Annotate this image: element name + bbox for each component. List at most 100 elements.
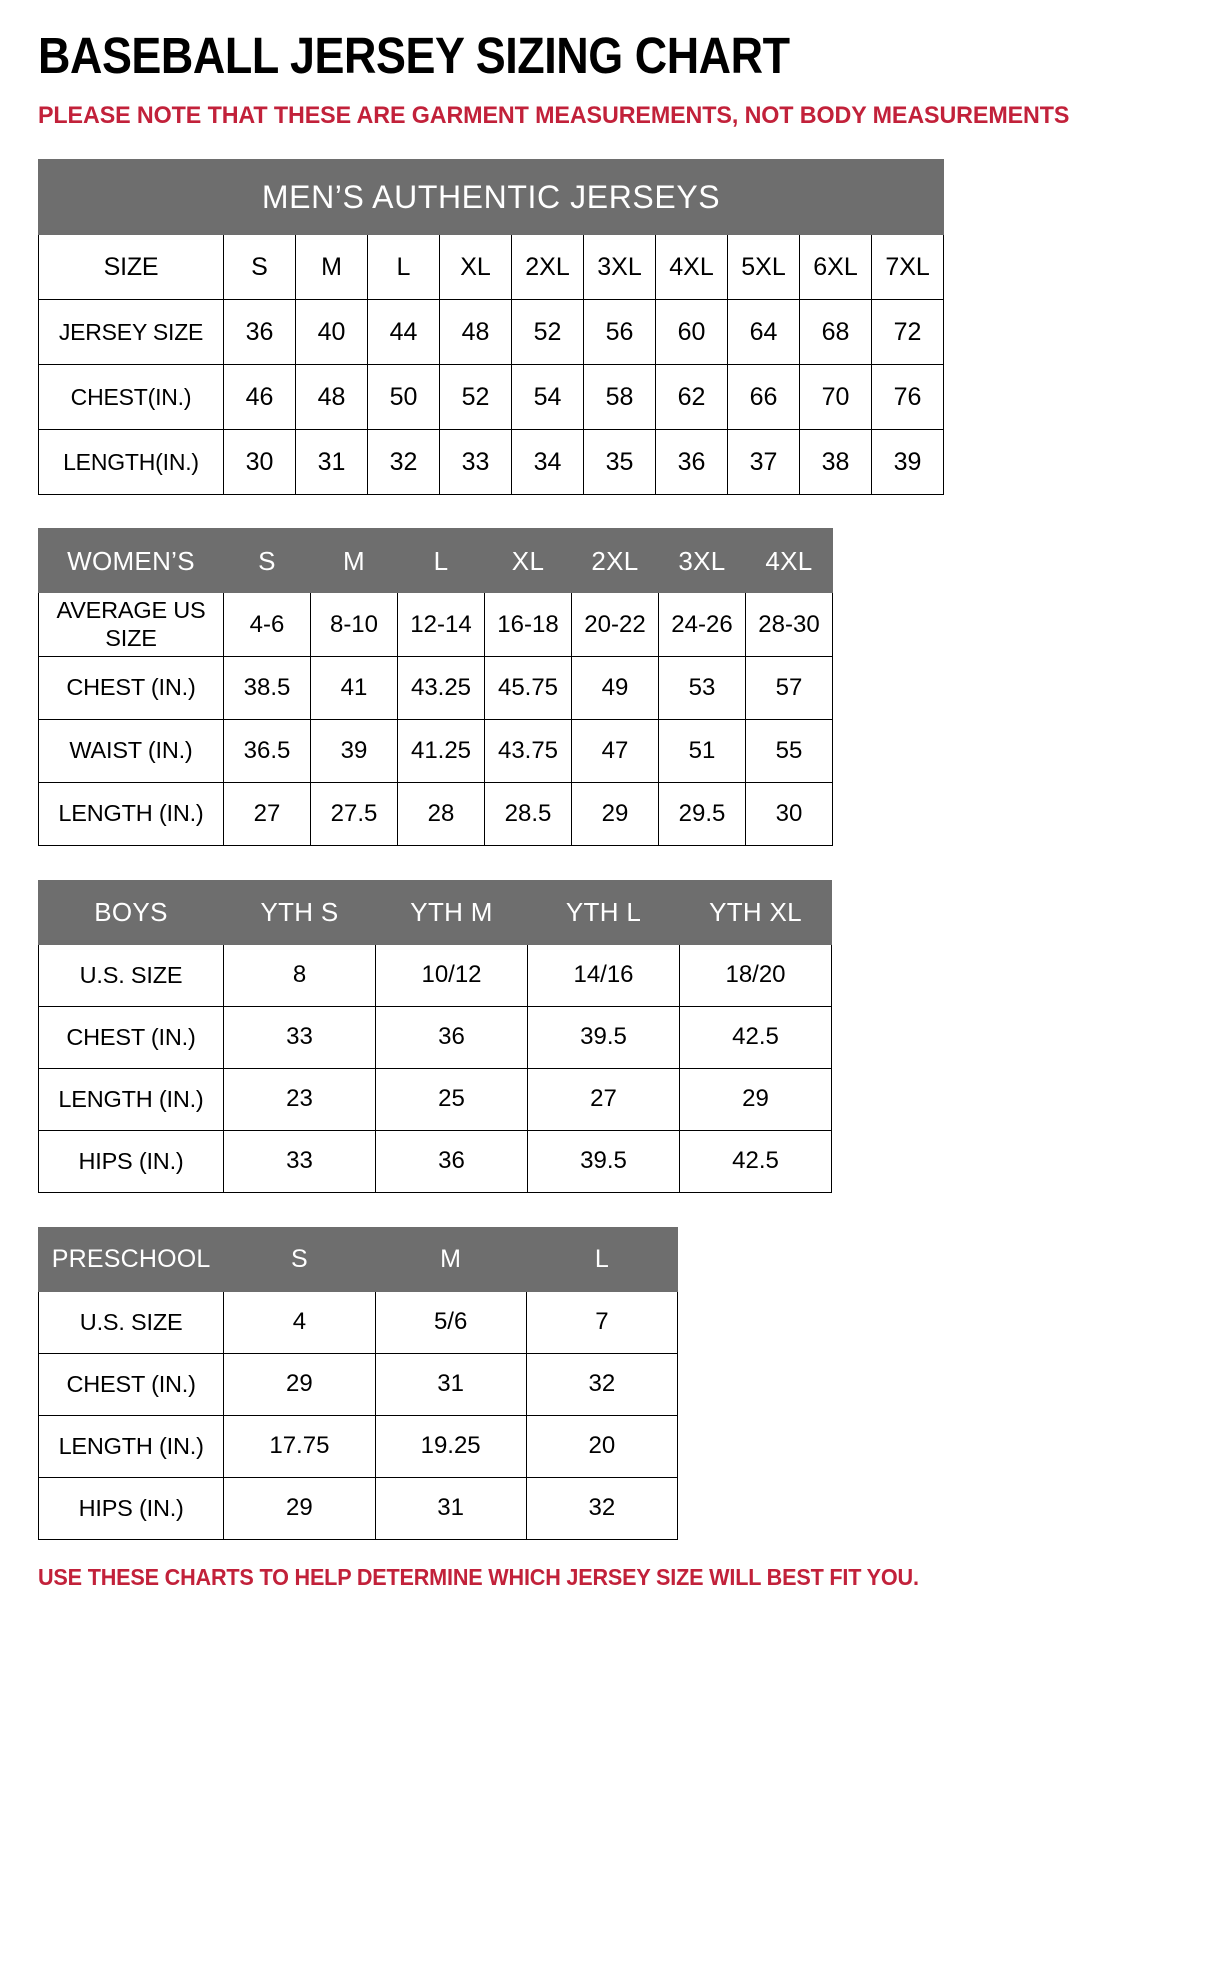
- womens-cell-value: 29: [571, 781, 659, 846]
- page-title: BASEBALL JERSEY SIZING CHART: [38, 27, 790, 84]
- table-row: CHEST (IN.) 33 36 39.5 42.5: [38, 1005, 832, 1069]
- mens-cell-value: 52: [439, 364, 512, 431]
- boys-cell-value: 39.5: [527, 1129, 680, 1193]
- mens-cell-value: 38: [799, 429, 872, 496]
- mens-cell-value: 36: [655, 429, 728, 496]
- womens-cell-value: 27.5: [310, 781, 398, 846]
- mens-column-header: 3XL: [583, 234, 656, 301]
- mens-table-section: MEN’S AUTHENTIC JERSEYS SIZE S M L XL 2XL 3XL 4X…: [37, 159, 1182, 496]
- mens-column-header: 6XL: [799, 234, 872, 301]
- preschool-cell-value: 4: [223, 1290, 376, 1354]
- womens-column-header: 3XL: [658, 528, 746, 594]
- preschool-column-header: L: [525, 1226, 679, 1292]
- mens-corner-label: SIZE: [38, 234, 224, 301]
- table-row: HIPS (IN.) 29 31 32: [37, 1476, 679, 1540]
- mens-cell-value: 72: [870, 299, 945, 366]
- womens-cell-value: 24-26: [658, 592, 746, 657]
- womens-cell-value: 28-30: [745, 592, 833, 657]
- table-row: U.S. SIZE 4 5/6 7: [37, 1290, 679, 1354]
- womens-header-row: WOMEN’S S M L XL 2XL 3XL 4XL: [38, 528, 833, 594]
- preschool-row-label: U.S. SIZE: [37, 1290, 225, 1354]
- mens-cell-value: 46: [223, 364, 296, 431]
- mens-cell-value: 50: [367, 364, 440, 431]
- boys-cell-value: 10/12: [375, 943, 528, 1007]
- mens-cell-value: 39: [870, 429, 945, 496]
- preschool-row-label: LENGTH (IN.): [37, 1414, 225, 1478]
- womens-cell-value: 47: [571, 718, 659, 783]
- mens-cell-value: 37: [727, 429, 800, 496]
- table-row: WAIST (IN.) 36.5 39 41.25 43.75 47 51 55: [38, 718, 833, 783]
- womens-row-label: WAIST (IN.): [38, 718, 224, 783]
- mens-cell-value: 48: [295, 364, 368, 431]
- mens-column-header: 5XL: [727, 234, 800, 301]
- womens-column-header: 2XL: [571, 528, 659, 594]
- table-row: CHEST(IN.) 46 48 50 52 54 58 62 66 70 76: [38, 364, 945, 431]
- preschool-row-label: HIPS (IN.): [37, 1476, 225, 1540]
- womens-table-section: WOMEN’S S M L XL 2XL 3XL 4XL AVERAGE US SIZE 4-6 8…: [38, 528, 1182, 846]
- womens-cell-value: 57: [745, 655, 833, 720]
- preschool-header-row: PRESCHOOL S M L: [37, 1226, 679, 1292]
- boys-table-section: BOYS YTH S YTH M YTH L YTH XL U.S. SIZE 8 10/12…: [38, 879, 1182, 1193]
- footer-note: USE THESE CHARTS TO HELP DETERMINE WHICH…: [38, 1563, 919, 1590]
- womens-column-header: 4XL: [745, 528, 833, 594]
- boys-cell-value: 36: [375, 1005, 528, 1069]
- table-row: CHEST (IN.) 38.5 41 43.25 45.75 49 53 57: [38, 655, 833, 720]
- boys-cell-value: 33: [223, 1129, 376, 1193]
- mens-row-label: LENGTH(IN.): [38, 429, 224, 496]
- womens-cell-value: 8-10: [310, 592, 398, 657]
- boys-corner-label: BOYS: [38, 879, 224, 945]
- boys-cell-value: 23: [223, 1067, 376, 1131]
- mens-cell-value: 36: [223, 299, 296, 366]
- womens-cell-value: 55: [745, 718, 833, 783]
- womens-cell-value: 28: [397, 781, 485, 846]
- womens-cell-value: 12-14: [397, 592, 485, 657]
- boys-cell-value: 42.5: [679, 1005, 832, 1069]
- preschool-cell-value: 29: [223, 1476, 376, 1540]
- mens-column-header: XL: [439, 234, 512, 301]
- mens-cell-value: 30: [223, 429, 296, 496]
- mens-column-header: S: [223, 234, 296, 301]
- womens-cell-value: 49: [571, 655, 659, 720]
- womens-row-label: CHEST (IN.): [38, 655, 224, 720]
- mens-banner-title: MEN’S AUTHENTIC JERSEYS: [37, 159, 945, 236]
- womens-cell-value: 51: [658, 718, 746, 783]
- womens-cell-value: 39: [310, 718, 398, 783]
- preschool-cell-value: 29: [223, 1352, 376, 1416]
- womens-row-label: AVERAGE US SIZE: [38, 592, 224, 657]
- preschool-cell-value: 32: [525, 1352, 679, 1416]
- mens-cell-value: 68: [799, 299, 872, 366]
- mens-cell-value: 64: [727, 299, 800, 366]
- mens-banner-row: MEN’S AUTHENTIC JERSEYS: [37, 159, 945, 236]
- mens-cell-value: 33: [439, 429, 512, 496]
- preschool-cell-value: 19.25: [374, 1414, 527, 1478]
- boys-cell-value: 36: [375, 1129, 528, 1193]
- mens-cell-value: 60: [655, 299, 728, 366]
- table-row: LENGTH (IN.) 17.75 19.25 20: [37, 1414, 679, 1478]
- womens-cell-value: 29.5: [658, 781, 746, 846]
- mens-row-label: CHEST(IN.): [38, 364, 224, 431]
- table-row: AVERAGE US SIZE 4-6 8-10 12-14 16-18 20-22 24-…: [38, 592, 833, 657]
- womens-cell-value: 43.25: [397, 655, 485, 720]
- boys-sizing-table: BOYS YTH S YTH M YTH L YTH XL U.S. SIZE 8 10/12…: [38, 879, 832, 1193]
- womens-cell-value: 38.5: [223, 655, 311, 720]
- boys-cell-value: 18/20: [679, 943, 832, 1007]
- womens-corner-label: WOMEN’S: [38, 528, 224, 594]
- table-row: LENGTH(IN.) 30 31 32 33 34 35 36 37 38 39: [38, 429, 945, 496]
- mens-column-header: L: [367, 234, 440, 301]
- boys-column-header: YTH XL: [679, 879, 832, 945]
- preschool-cell-value: 20: [525, 1414, 679, 1478]
- boys-header-row: BOYS YTH S YTH M YTH L YTH XL: [38, 879, 832, 945]
- mens-column-header: M: [295, 234, 368, 301]
- preschool-row-label: CHEST (IN.): [37, 1352, 225, 1416]
- mens-cell-value: 70: [799, 364, 872, 431]
- boys-cell-value: 39.5: [527, 1005, 680, 1069]
- mens-cell-value: 35: [583, 429, 656, 496]
- boys-cell-value: 42.5: [679, 1129, 832, 1193]
- table-row: U.S. SIZE 8 10/12 14/16 18/20: [38, 943, 832, 1007]
- mens-cell-value: 66: [727, 364, 800, 431]
- boys-column-header: YTH L: [527, 879, 680, 945]
- womens-cell-value: 4-6: [223, 592, 311, 657]
- preschool-cell-value: 5/6: [374, 1290, 527, 1354]
- mens-column-header: 2XL: [511, 234, 584, 301]
